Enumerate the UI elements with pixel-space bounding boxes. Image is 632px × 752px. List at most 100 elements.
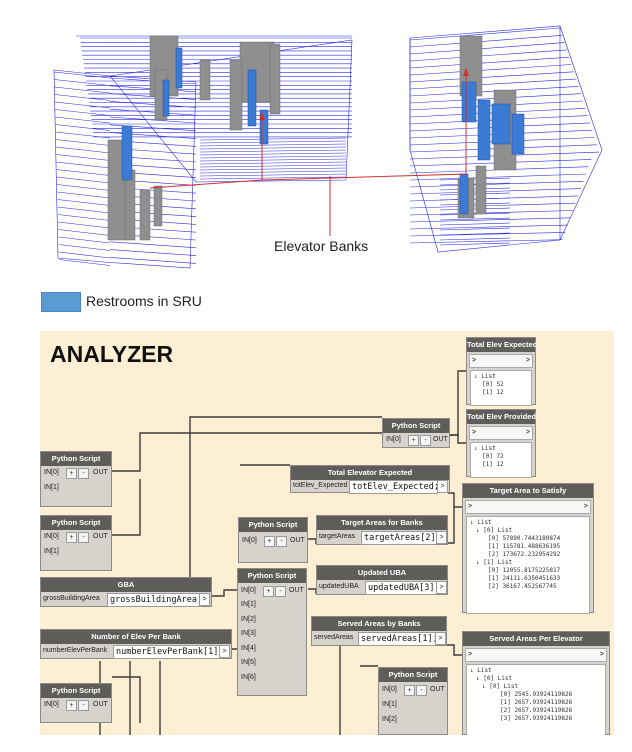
python-script-node-6[interactable]: Python Script IN[0] + - OUT IN[1] IN[2] … [237,568,307,696]
output-port[interactable]: > [525,357,530,364]
watch-ports[interactable]: > > [465,648,607,662]
number-elev-per-bank-node[interactable]: Number of Elev Per Bank numberElevPerBan… [40,629,232,659]
input-port-in1[interactable]: IN[1] [382,701,397,708]
input-port-in0[interactable]: IN[0] [44,701,59,708]
watch-served-areas[interactable]: Served Areas Per Elevator > > ↓ List ↓ [0… [462,631,610,735]
output-port[interactable]: > [436,531,447,544]
add-input-button[interactable]: + [66,532,77,543]
remove-input-button[interactable]: - [276,536,287,547]
code-block[interactable]: updatedUBA[3]; [365,581,440,595]
floor-plate [55,131,111,139]
target-areas-node[interactable]: Target Areas for Banks targetAreas targe… [316,515,448,545]
list-item: [0] 57890.7443180874 [488,535,561,542]
analyzer-canvas[interactable]: ANALYZER Python Script IN[0] + - OUT IN[… [40,331,614,735]
list-item: ↓ [0] List [476,675,513,682]
output-port[interactable]: OUT [93,533,108,540]
input-port-in6[interactable]: IN[6] [241,674,256,681]
list-item: [1] 12 [482,389,504,396]
python-script-node-5[interactable]: Python Script IN[0] + - OUT [238,517,308,563]
output-port[interactable]: > [219,645,230,658]
node-title: Total Elev Expected [467,338,537,352]
output-port[interactable]: OUT [290,537,305,544]
input-port[interactable]: numberElevPerBank [43,647,108,654]
input-port[interactable]: grossBuildingArea [43,595,100,602]
input-port[interactable]: totElev_Expected [293,482,348,489]
code-block[interactable]: grossBuildingArea; [107,593,202,607]
input-port-in2[interactable]: IN[2] [241,616,256,623]
input-port[interactable]: > [472,357,477,364]
code-block[interactable]: servedAreas[1]; [358,632,438,646]
code-block[interactable]: targetAreas[2]; [361,531,441,545]
output-port[interactable]: > [525,429,530,436]
output-port[interactable]: > [435,632,446,645]
input-port[interactable]: > [468,503,473,510]
output-port[interactable]: OUT [289,587,304,594]
output-port[interactable]: > [583,503,588,510]
input-port[interactable]: updatedUBA [319,583,359,590]
output-port[interactable]: > [599,651,604,658]
input-port-in1[interactable]: IN[1] [44,548,59,555]
python-script-node-4[interactable]: Python Script IN[0] + - OUT [382,418,450,448]
watch-total-elev-expected[interactable]: Total Elev Expected > > ↓ List [0] 52 [1] … [466,337,537,406]
remove-input-button[interactable]: - [416,685,427,696]
input-port-in1[interactable]: IN[1] [44,484,59,491]
updated-uba-node[interactable]: Updated UBA updatedUBA updatedUBA[3]; > [316,565,448,595]
watch-ports[interactable]: > > [465,500,591,514]
add-input-button[interactable]: + [66,468,77,479]
watch-output-list: ↓ List [0] 52 [1] 12 [470,370,532,406]
served-areas-node[interactable]: Served Areas by Banks servedAreas served… [311,616,447,646]
python-script-node-2[interactable]: Python Script IN[0] + - OUT IN[1] [40,515,112,571]
remove-input-button[interactable]: - [420,435,431,446]
remove-input-button[interactable]: - [78,700,89,711]
floor-plate [409,42,565,55]
code-block[interactable]: totElev_Expected; [349,480,439,494]
input-port-in2[interactable]: IN[2] [382,716,397,723]
input-port[interactable]: > [468,651,473,658]
floor-plate [199,137,347,141]
output-port[interactable]: OUT [93,469,108,476]
add-input-button[interactable]: + [66,700,77,711]
add-input-button[interactable]: + [264,536,275,547]
output-port[interactable]: > [437,480,448,493]
floor-plate [439,192,511,196]
input-port-in0[interactable]: IN[0] [44,533,59,540]
add-input-button[interactable]: + [404,685,415,696]
gba-node[interactable]: GBA grossBuildingArea grossBuildingArea;… [40,577,212,607]
input-port-in3[interactable]: IN[3] [241,630,256,637]
code-block[interactable]: numberElevPerBank[1]; [113,645,223,659]
input-port-in4[interactable]: IN[4] [241,645,256,652]
watch-total-elev-provided[interactable]: Total Elev Provided > > ↓ List [0] 72 [1] … [466,409,536,478]
add-input-button[interactable]: + [263,586,274,597]
output-port[interactable]: OUT [93,701,108,708]
wire [448,492,462,508]
input-port-in5[interactable]: IN[5] [241,659,256,666]
output-port[interactable]: > [436,581,447,594]
input-port-in1[interactable]: IN[1] [241,601,256,608]
total-elevator-expected-node[interactable]: Total Elevator Expected totElev_Expected… [290,465,450,494]
python-script-node-7[interactable]: Python Script IN[0] + - OUT IN[1] IN[2] [378,667,448,735]
input-port-in0[interactable]: IN[0] [241,587,256,594]
input-port[interactable]: targetAreas [319,533,356,540]
remove-input-button[interactable]: - [78,532,89,543]
remove-input-button[interactable]: - [275,586,286,597]
restroom-block [461,81,477,123]
input-port-in0[interactable]: IN[0] [382,686,397,693]
input-port-in0[interactable]: IN[0] [44,469,59,476]
input-port-in0[interactable]: IN[0] [242,537,257,544]
watch-ports[interactable]: > > [469,426,533,440]
python-script-node-3[interactable]: Python Script IN[0] + - OUT [40,683,112,723]
remove-input-button[interactable]: - [78,468,89,479]
add-input-button[interactable]: + [408,435,419,446]
output-port[interactable]: OUT [433,436,448,443]
input-port-in0[interactable]: IN[0] [386,436,401,443]
floor-plate [439,217,511,221]
output-port[interactable]: > [199,593,210,606]
watch-ports[interactable]: > > [469,354,533,368]
input-port[interactable]: > [472,429,477,436]
output-port[interactable]: OUT [430,686,445,693]
input-port[interactable]: servedAreas [314,634,354,641]
python-script-node-1[interactable]: Python Script IN[0] + - OUT IN[1] [40,451,112,507]
floor-plate [54,86,111,94]
floor-plate [55,139,111,146]
watch-target-area[interactable]: Target Area to Satisfy > > ↓ List ↓ [0] L… [462,483,594,614]
